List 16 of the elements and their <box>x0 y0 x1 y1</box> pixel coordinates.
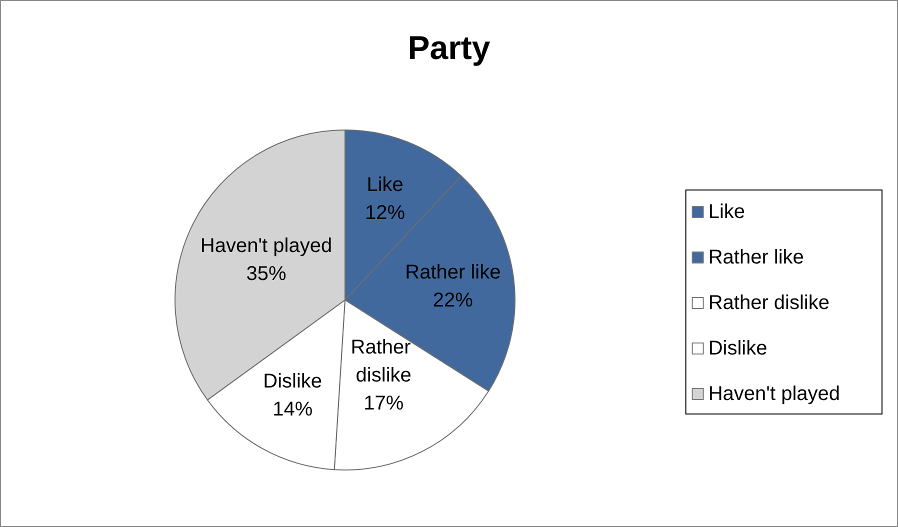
legend-label: Rather dislike <box>708 292 830 314</box>
data-label: 12% <box>365 202 406 224</box>
slice-label: Rather like <box>405 261 501 284</box>
legend-label: Dislike <box>708 338 768 360</box>
data-label: 22% <box>432 289 474 312</box>
slice-label: Haven't played <box>200 234 332 257</box>
legend-label: Haven't played <box>708 383 840 405</box>
data-label: 35% <box>246 262 286 285</box>
slice-label: Dislike <box>263 370 322 392</box>
data-label: 14% <box>272 398 313 420</box>
legend-label: Like <box>708 201 746 223</box>
legend-label: Rather like <box>708 246 804 268</box>
data-label: 17% <box>364 392 404 415</box>
slice-label: Rather dislike <box>350 336 416 387</box>
chart-title: Party <box>408 29 491 66</box>
slice-label: Like <box>366 174 404 196</box>
